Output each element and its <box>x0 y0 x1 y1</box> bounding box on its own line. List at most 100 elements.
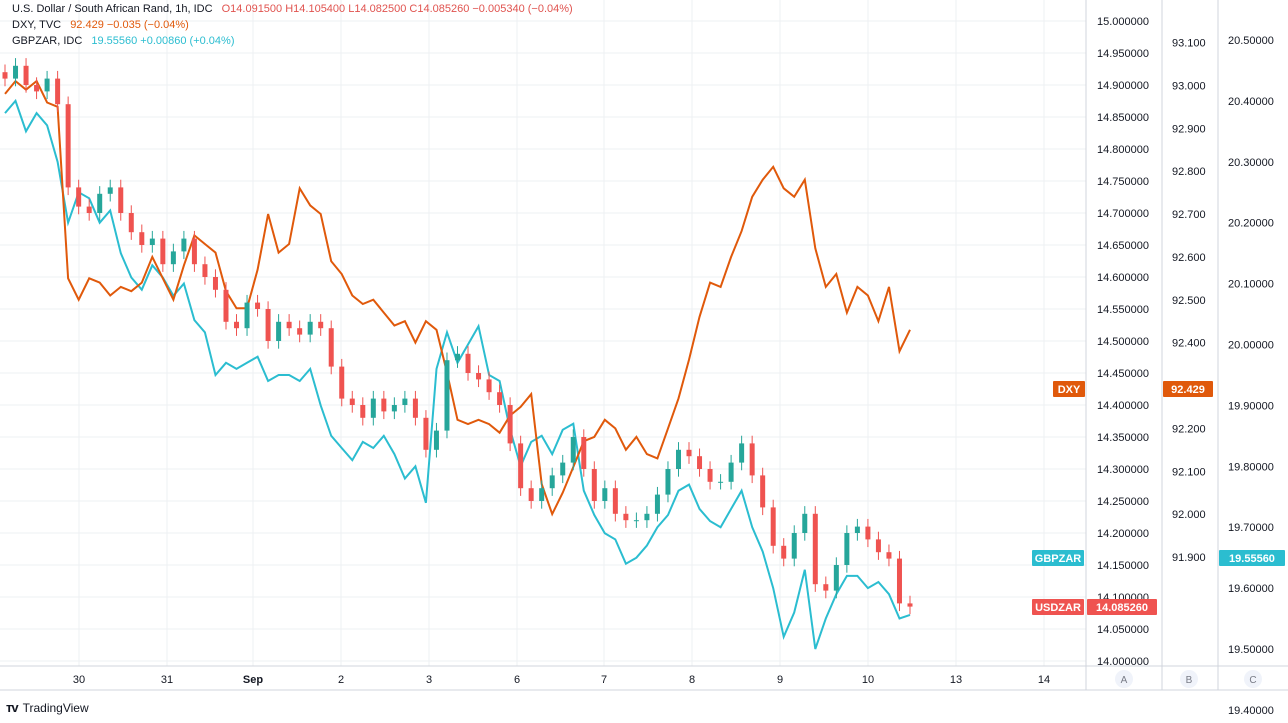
usdzar-candle-body <box>349 398 355 405</box>
usdzar-candle-body <box>97 193 103 213</box>
axis-a-tick: 14.650000 <box>1097 240 1149 252</box>
axis-b-tick: 92.600 <box>1172 252 1206 264</box>
usdzar-name-tag: USDZAR <box>1035 602 1081 614</box>
scale-button-bg[interactable] <box>1115 670 1133 688</box>
usdzar-candle-body <box>234 321 240 329</box>
usdzar-candle-body <box>412 398 418 418</box>
usdzar-candle-body <box>339 366 345 399</box>
dxy-last-value: 92.429 <box>1171 384 1205 396</box>
axis-a-tick: 14.550000 <box>1097 304 1149 316</box>
axis-a-tick: 14.150000 <box>1097 560 1149 572</box>
usdzar-candle-body <box>55 78 61 105</box>
axis-c-tick: 20.00000 <box>1228 340 1274 352</box>
usdzar-candle-body <box>181 238 187 252</box>
usdzar-candle-body <box>444 360 450 431</box>
scale-button-label[interactable]: A <box>1121 675 1128 686</box>
axis-b-tick: 92.900 <box>1172 123 1206 135</box>
usdzar-candle-body <box>318 321 324 329</box>
tradingview-branding[interactable]: ᴛᴠ TradingView <box>6 700 89 715</box>
gbpzar-series-line <box>4 98 911 650</box>
axis-c-tick: 19.50000 <box>1228 644 1274 656</box>
usdzar-candle-body <box>86 206 92 213</box>
time-axis-label: 8 <box>689 674 695 686</box>
usdzar-candle-body <box>528 488 534 501</box>
axis-a-tick: 14.450000 <box>1097 368 1149 380</box>
legend-dxy[interactable]: DXY, TVC 92.429 −0.035 (−0.04%) <box>12 17 189 34</box>
dxy-name-tag: DXY <box>1058 384 1081 396</box>
usdzar-candle-body <box>707 469 713 482</box>
usdzar-candle-body <box>581 437 587 469</box>
time-axis-label: 2 <box>338 674 344 686</box>
gbpzar-name-tag-bg <box>1032 550 1084 566</box>
usdzar-candle-body <box>675 449 681 469</box>
time-axis-label: Sep <box>243 674 263 686</box>
usdzar-candle-body <box>149 238 155 245</box>
usdzar-candle-body <box>433 430 439 450</box>
scale-button-bg[interactable] <box>1244 670 1262 688</box>
usdzar-candle-body <box>686 449 692 457</box>
usdzar-candle-body <box>160 238 166 265</box>
time-axis-label: 30 <box>73 674 85 686</box>
usdzar-candle-body <box>539 488 545 501</box>
usdzar-candle-body <box>2 72 8 79</box>
usdzar-candle-body <box>360 405 366 418</box>
usdzar-candle-body <box>896 558 902 604</box>
usdzar-candle-body <box>455 353 460 361</box>
usdzar-candle-body <box>728 462 734 482</box>
axis-c-tick: 19.70000 <box>1228 522 1274 534</box>
usdzar-candle-body <box>391 405 397 412</box>
axis-a-tick: 14.500000 <box>1097 336 1149 348</box>
time-axis-label: 10 <box>862 674 874 686</box>
time-axis-label: 31 <box>161 674 173 686</box>
axis-b-tick: 92.700 <box>1172 209 1206 221</box>
axis-c-tick: 19.80000 <box>1228 461 1274 473</box>
usdzar-candle-body <box>34 85 40 92</box>
axis-b-tick: 91.900 <box>1172 552 1206 564</box>
legend-gbpzar[interactable]: GBPZAR, IDC 19.55560 +0.00860 (+0.04%) <box>12 33 234 50</box>
axis-c-tick: 19.90000 <box>1228 400 1274 412</box>
usdzar-candle-body <box>23 65 29 85</box>
usdzar-candle-body <box>65 104 71 188</box>
time-axis-label: 6 <box>514 674 520 686</box>
usdzar-candle-body <box>570 437 576 463</box>
usdzar-candle-body <box>612 488 618 514</box>
usdzar-candle-body <box>591 469 597 501</box>
axis-c-tick: 20.50000 <box>1228 35 1274 47</box>
usdzar-candle-body <box>802 513 808 533</box>
axis-c-tick: 20.10000 <box>1228 279 1274 291</box>
usdzar-candle-body <box>560 462 566 476</box>
time-axis-label: 14 <box>1038 674 1050 686</box>
scale-button-label[interactable]: C <box>1249 675 1256 686</box>
usdzar-last-value: 14.085260 <box>1096 602 1148 614</box>
usdzar-candle-body <box>307 321 313 335</box>
axis-a-tick: 14.350000 <box>1097 432 1149 444</box>
usdzar-candle-body <box>823 584 829 591</box>
time-axis-label: 9 <box>777 674 783 686</box>
legend-dxy-name: DXY, TVC <box>12 19 62 31</box>
usdzar-candle-body <box>749 443 755 476</box>
usdzar-candle-body <box>486 379 492 393</box>
usdzar-candle-body <box>297 328 303 335</box>
usdzar-candle-body <box>602 488 608 501</box>
gbpzar-last-value: 19.55560 <box>1229 553 1275 565</box>
legend-main[interactable]: U.S. Dollar / South African Rand, 1h, ID… <box>12 1 573 18</box>
usdzar-candle-body <box>739 443 745 463</box>
usdzar-candle-body <box>76 187 82 207</box>
usdzar-candle-body <box>865 526 871 540</box>
scale-button-bg[interactable] <box>1180 670 1198 688</box>
time-axis[interactable]: 30 31 Sep 2 3 6 7 8 9 10 13 14 A B C <box>73 670 1262 688</box>
legend-gbpzar-name: GBPZAR, IDC <box>12 35 83 47</box>
usdzar-candle-body <box>255 302 261 309</box>
usdzar-candle-body <box>791 533 797 559</box>
axis-a-tick: 14.950000 <box>1097 48 1149 60</box>
time-axis-label: 13 <box>950 674 962 686</box>
axis-a-tick: 14.750000 <box>1097 176 1149 188</box>
axis-b-tick: 92.000 <box>1172 509 1206 521</box>
usdzar-candle-body <box>549 475 555 489</box>
time-axis-label: 3 <box>426 674 432 686</box>
axis-a-tick: 14.800000 <box>1097 144 1149 156</box>
scale-button-label[interactable]: B <box>1186 675 1193 686</box>
chart-grid <box>0 0 1086 666</box>
